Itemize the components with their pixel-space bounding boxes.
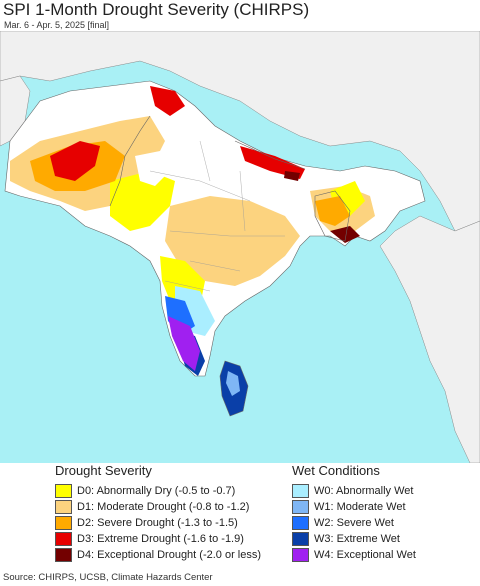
d4-region-bangladesh xyxy=(330,226,360,243)
d3-region-kashmir xyxy=(150,86,185,116)
legend-label-d3: D3: Extreme Drought (-1.6 to -1.9) xyxy=(77,532,244,545)
legend-item-d4: D4: Exceptional Drought (-2.0 or less) xyxy=(55,547,261,562)
state-lines xyxy=(149,140,285,292)
legend-item-d3: D3: Extreme Drought (-1.6 to -1.9) xyxy=(55,531,244,546)
map-title: SPI 1-Month Drought Severity (CHIRPS) xyxy=(3,0,310,19)
drought-map xyxy=(0,31,480,463)
map-subtitle: Mar. 6 - Apr. 5, 2025 [final] xyxy=(4,20,110,30)
d4-region-nepal-east xyxy=(284,171,300,181)
legend-label-d4: D4: Exceptional Drought (-2.0 or less) xyxy=(77,548,262,561)
outside-land-east xyxy=(379,215,480,463)
legend-item-w2: W2: Severe Wet xyxy=(292,515,394,530)
swatch-w4 xyxy=(292,547,309,562)
legend-item-d0: D0: Abnormally Dry (-0.5 to -0.7) xyxy=(55,483,235,498)
legend-item-w0: W0: Abnormally Wet xyxy=(292,483,413,498)
source-credit: Source: CHIRPS, UCSB, Climate Hazards Ce… xyxy=(3,572,213,583)
legend-item-d2: D2: Severe Drought (-1.3 to -1.5) xyxy=(55,515,238,530)
border-nepal xyxy=(234,140,306,170)
legend-label-d2: D2: Severe Drought (-1.3 to -1.5) xyxy=(77,516,238,529)
legend-item-w1: W1: Moderate Wet xyxy=(292,499,406,514)
legend-label-w3: W3: Extreme Wet xyxy=(314,532,400,545)
drought-legend-title: Drought Severity xyxy=(55,463,152,478)
swatch-d1 xyxy=(55,499,72,514)
legend-label-w4: W4: Exceptional Wet xyxy=(314,548,416,561)
sri-lanka-w1 xyxy=(226,371,240,396)
normal-patch-rajasthan xyxy=(135,151,170,186)
wet-legend-title: Wet Conditions xyxy=(292,463,380,478)
swatch-w2 xyxy=(292,515,309,530)
outside-land-north xyxy=(0,31,480,232)
d3-region-nepal xyxy=(240,146,305,179)
legend-label-w0: W0: Abnormally Wet xyxy=(314,484,414,497)
legend: Drought Severity Wet Conditions D0: Abno… xyxy=(0,463,480,567)
legend-item-w3: W3: Extreme Wet xyxy=(292,531,400,546)
swatch-w0 xyxy=(292,483,309,498)
legend-label-d0: D0: Abnormally Dry (-0.5 to -0.7) xyxy=(77,484,236,497)
legend-item-d1: D1: Moderate Drought (-0.8 to -1.2) xyxy=(55,499,249,514)
swatch-d0 xyxy=(55,483,72,498)
d0-region-gujarat xyxy=(110,171,175,231)
swatch-w3 xyxy=(292,531,309,546)
border-bangladesh xyxy=(314,190,351,242)
swatch-w1 xyxy=(292,499,309,514)
swatch-d3 xyxy=(55,531,72,546)
legend-label-w2: W2: Severe Wet xyxy=(314,516,394,529)
legend-label-w1: W1: Moderate Wet xyxy=(314,500,406,513)
d2-region-bengal xyxy=(315,196,350,226)
swatch-d4 xyxy=(55,547,72,562)
swatch-d2 xyxy=(55,515,72,530)
legend-item-w4: W4: Exceptional Wet xyxy=(292,547,416,562)
w4-region-tamilnadu xyxy=(168,316,200,371)
d1-region-central xyxy=(165,196,300,286)
border-india-pakistan xyxy=(109,115,151,207)
legend-label-d1: D1: Moderate Drought (-0.8 to -1.2) xyxy=(77,500,250,513)
d3-region-pakistan xyxy=(50,141,100,181)
